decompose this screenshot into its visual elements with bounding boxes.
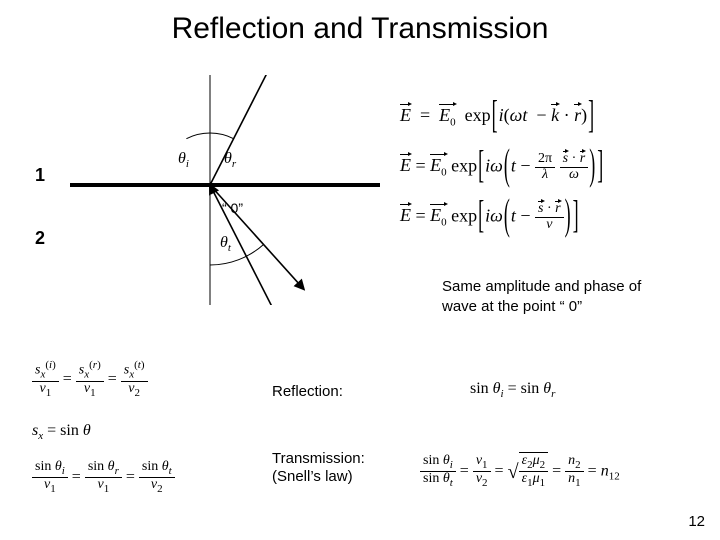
svg-text:θr: θr [224, 150, 237, 170]
svg-text:θi: θi [178, 150, 189, 170]
medium-2-label: 2 [35, 228, 45, 249]
equation-E-1: E = E0 exp[i(ωt − k · r)] [400, 105, 595, 129]
equation-sx-sin: sx = sin θ [32, 422, 91, 442]
ray-diagram: θi θr θt [70, 75, 380, 305]
page-title: Reflection and Transmission [0, 12, 720, 46]
reflection-label: Reflection: [272, 383, 343, 400]
equation-snell: sin θisin θt = v1v2 = √ε2μ2ε1μ1 = n2n1 =… [420, 452, 620, 490]
origin-label: “ 0” [222, 200, 243, 216]
snell-label: (Snell’s law) [272, 468, 353, 485]
equation-E-3: E = E0 exp[iω(t − s · rv)] [400, 202, 580, 232]
medium-1-label: 1 [35, 165, 45, 186]
equation-reflection: sin θi = sin θr [470, 380, 555, 400]
svg-text:θt: θt [220, 234, 232, 254]
equation-sin-frac: sin θiv1 = sin θrv1 = sin θtv2 [32, 460, 175, 496]
same-amplitude-text: Same amplitude and phase of wave at the … [442, 277, 641, 318]
equation-sx-frac: sx(i)v1 = sx(r)v1 = sx(t)v2 [32, 360, 148, 399]
equation-E-2: E = E0 exp[iω(t − 2πλ s · rω)] [400, 152, 604, 182]
transmission-label: Transmission: [272, 450, 365, 467]
page-number: 12 [688, 513, 705, 530]
